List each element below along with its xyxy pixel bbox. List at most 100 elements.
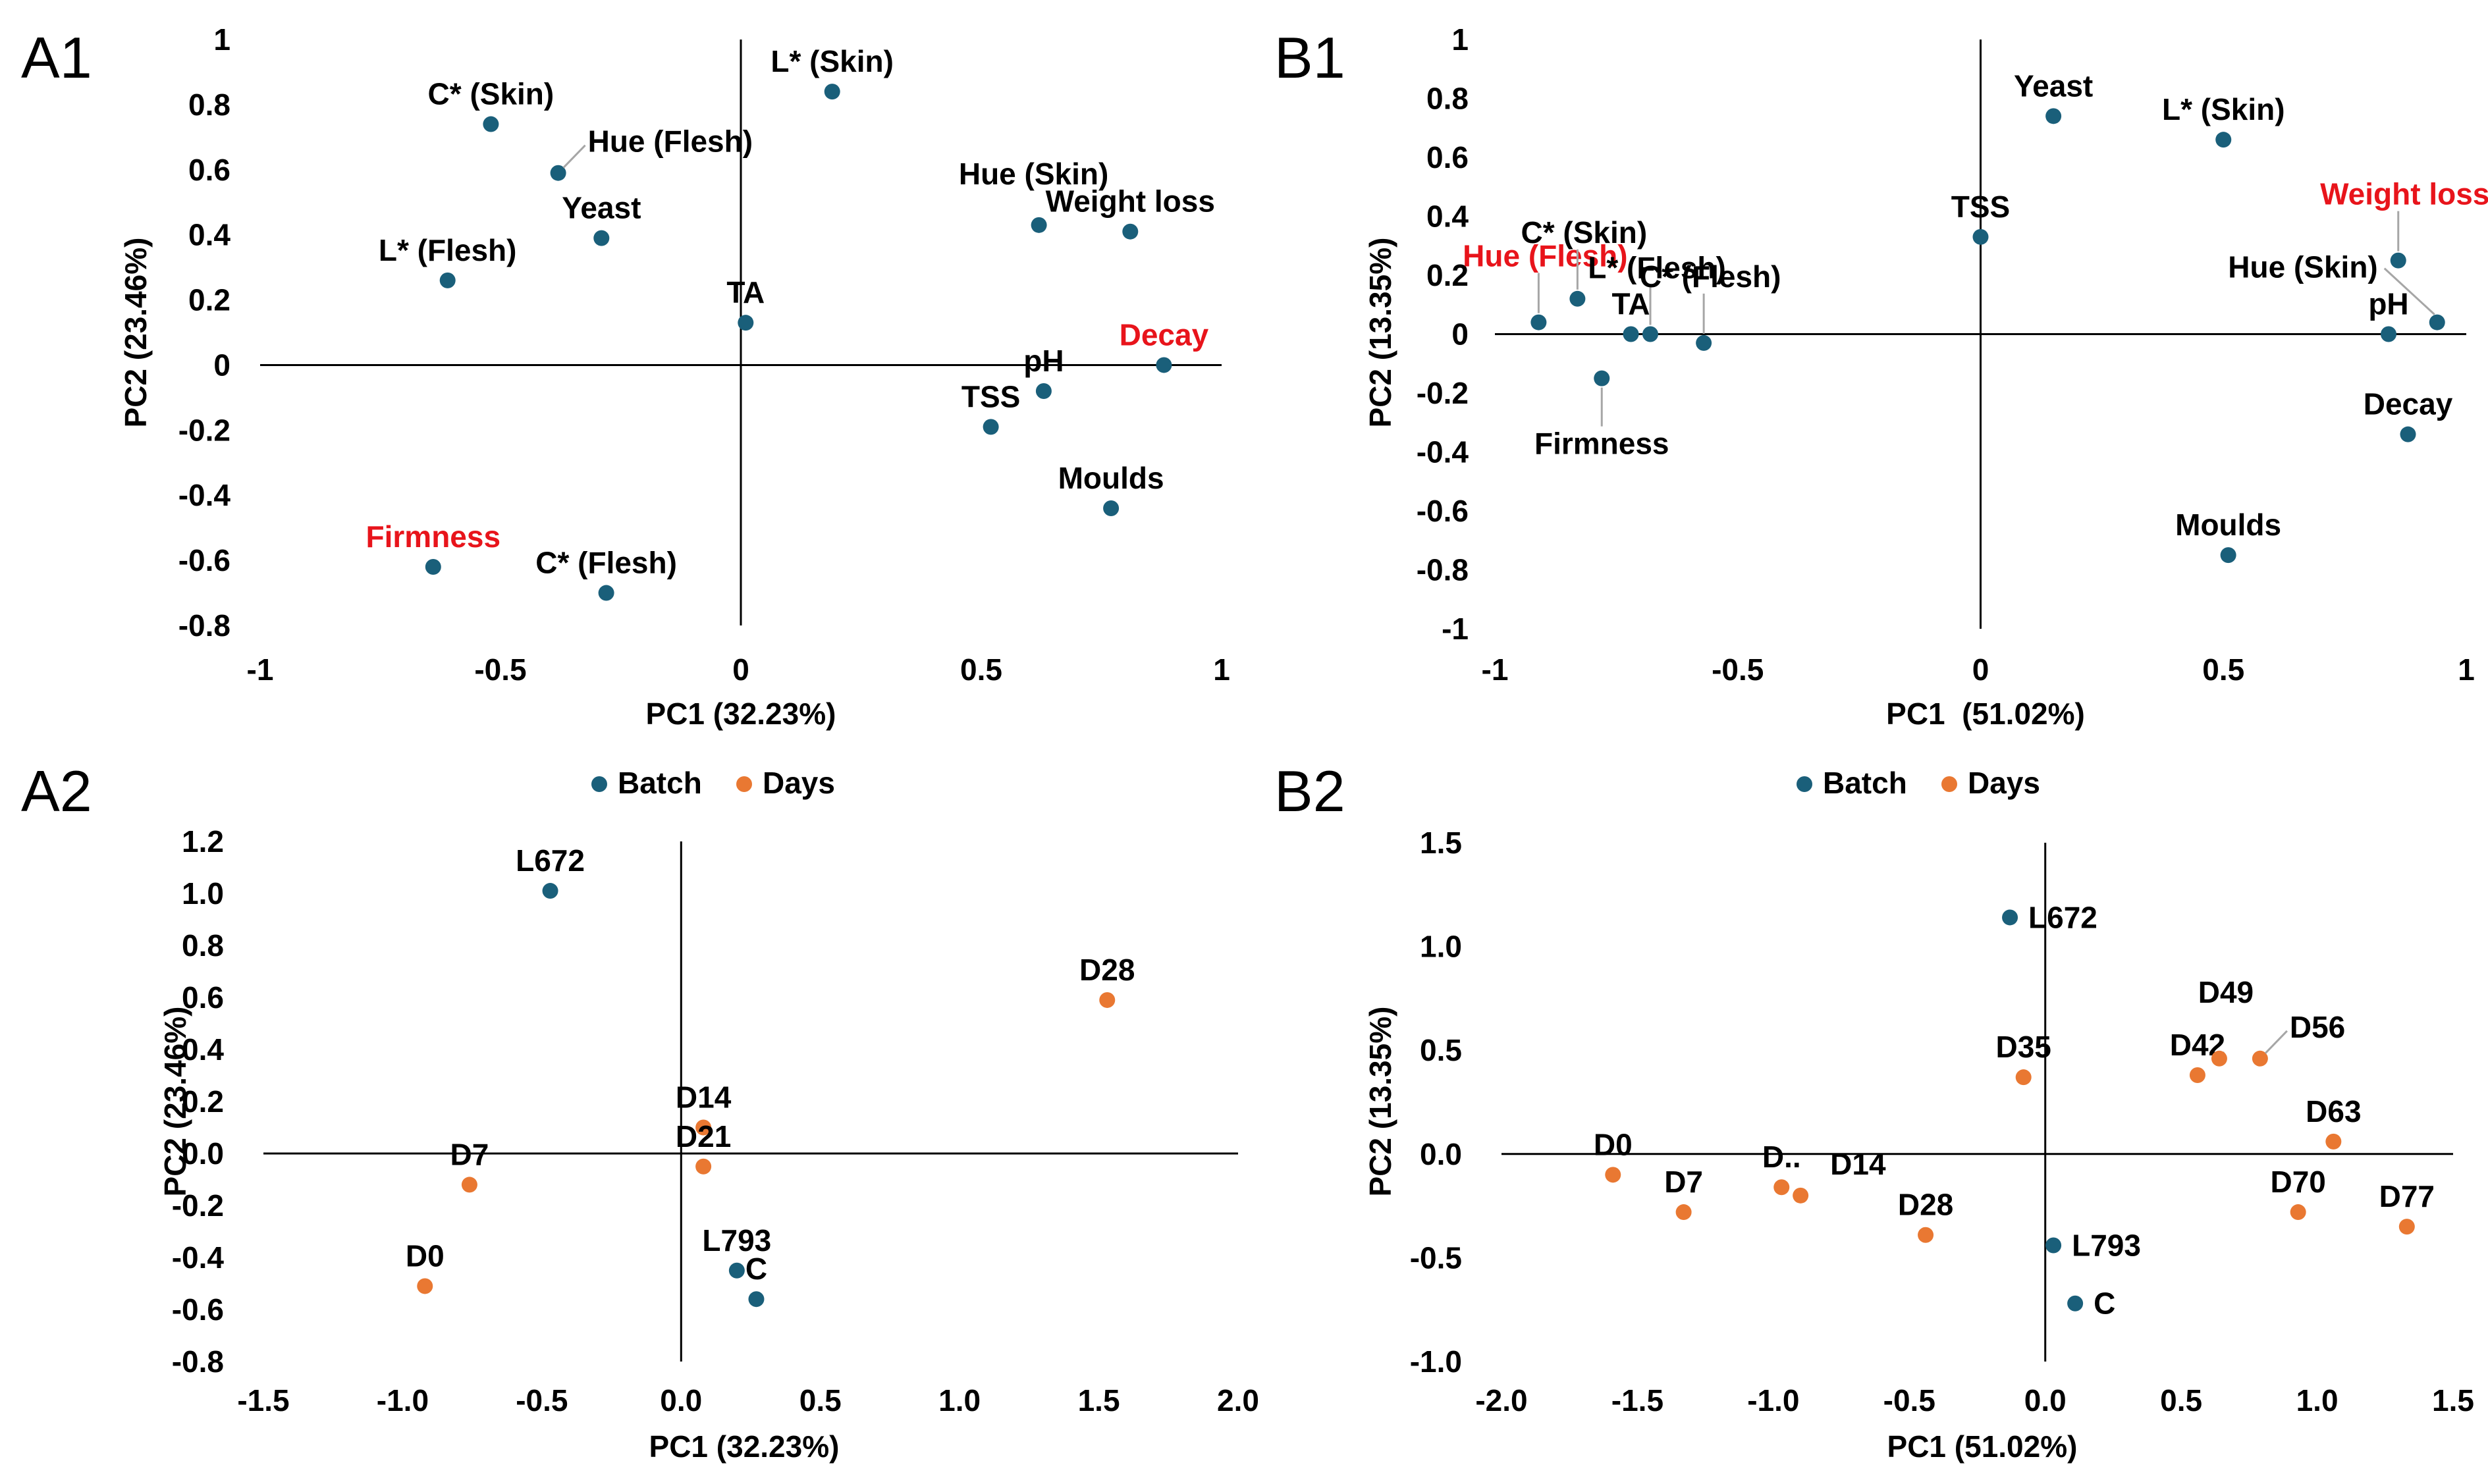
x-tick-label: 2.0 xyxy=(1217,1383,1259,1418)
point-label-ta: TA xyxy=(1612,287,1650,321)
point-label-c-flesh: C* (Flesh) xyxy=(535,546,677,580)
point-label-hue-flesh: Hue (Flesh) xyxy=(1463,239,1627,273)
data-point-l-skin xyxy=(2215,132,2232,148)
legend-batch-label: Batch xyxy=(1823,766,1907,800)
y-tick-label: 0.4 xyxy=(1426,199,1469,234)
data-point-d42 xyxy=(2189,1067,2205,1084)
point-label-d14: D14 xyxy=(676,1080,732,1115)
x-axis-title: PC1 (32.23%) xyxy=(646,697,836,731)
panel-label-b2: B2 xyxy=(1274,758,1345,824)
legend-batch-marker xyxy=(591,776,607,792)
data-point-c-flesh xyxy=(598,585,614,601)
point-label-c: C xyxy=(2094,1286,2115,1321)
data-point-ph xyxy=(2381,326,2396,342)
point-label-l672: L672 xyxy=(2028,900,2097,934)
x-tick-label: -0.5 xyxy=(1712,652,1764,687)
y-tick-label: 1 xyxy=(213,22,230,57)
y-tick-label: 0.2 xyxy=(182,1084,224,1119)
y-tick-label: -0.6 xyxy=(1417,494,1469,528)
x-tick-label: 0.5 xyxy=(960,652,1002,687)
data-point-c-skin xyxy=(483,116,499,132)
point-label-yeast: Yeast xyxy=(2014,68,2093,103)
data-point-ta xyxy=(1623,326,1639,342)
x-tick-label: -1.0 xyxy=(377,1383,429,1418)
legend-batch-label: Batch xyxy=(618,766,702,800)
point-label-tss: TSS xyxy=(961,379,1020,413)
data-point-d0 xyxy=(1605,1167,1621,1183)
data-point-d63 xyxy=(2325,1133,2342,1150)
point-label-d35: D35 xyxy=(1995,1030,2051,1064)
data-point-d0 xyxy=(417,1278,433,1294)
point-label-d77: D77 xyxy=(2379,1179,2435,1213)
panel-label-a1: A1 xyxy=(21,25,92,90)
y-tick-label: -0.4 xyxy=(178,478,231,512)
data-point-d14 xyxy=(1793,1187,1809,1204)
leader-line xyxy=(2383,267,2435,315)
data-point-d56 xyxy=(2252,1050,2268,1067)
data-point-d28 xyxy=(1918,1227,1934,1243)
y-tick-label: 0.8 xyxy=(1426,82,1469,116)
x-tick-label: 1 xyxy=(1213,652,1230,687)
x-tick-label: 0.5 xyxy=(2202,652,2244,687)
data-point-d7 xyxy=(461,1177,477,1193)
point-label-l672: L672 xyxy=(516,843,585,878)
data-point-d21 xyxy=(695,1158,712,1175)
y-tick-label: -0.8 xyxy=(172,1344,224,1379)
data-point-firmness xyxy=(425,559,441,575)
data-point-yeast xyxy=(593,230,610,246)
y-tick-label: 1.0 xyxy=(1420,930,1462,964)
point-label-c-skin: C* (Skin) xyxy=(1521,215,1648,250)
y-axis-title: PC2 (13.35%) xyxy=(1363,238,1397,428)
x-tick-label: 1.0 xyxy=(2296,1383,2339,1418)
x-axis-title: PC1 (32.23%) xyxy=(649,1429,840,1464)
x-tick-label: 0 xyxy=(1972,652,1989,687)
y-tick-label: 0.4 xyxy=(188,218,230,252)
point-label-d49: D49 xyxy=(2198,975,2254,1009)
data-point-l793 xyxy=(2045,1237,2062,1254)
y-tick-label: -0.2 xyxy=(178,413,230,447)
point-label-d0: D0 xyxy=(406,1238,445,1273)
point-label-yeast: Yeast xyxy=(562,191,641,225)
x-tick-label: 0.0 xyxy=(660,1383,702,1418)
y-tick-label: -0.2 xyxy=(1417,376,1469,410)
data-point-c xyxy=(2067,1295,2084,1312)
point-label-weight-loss: Weight loss xyxy=(1046,184,1215,219)
point-label-l793: L793 xyxy=(702,1223,771,1258)
data-point-ta xyxy=(738,315,754,331)
y-tick-label: 0.0 xyxy=(182,1136,224,1171)
x-tick-label: -0.5 xyxy=(474,652,526,687)
y-axis-title: PC2 (23.46%) xyxy=(119,238,153,428)
point-label-d56: D56 xyxy=(2290,1010,2345,1044)
legend-days-label: Days xyxy=(763,766,835,800)
data-point-d35 xyxy=(2015,1069,2032,1086)
data-point-d28 xyxy=(1099,992,1116,1008)
y-tick-label: 0.6 xyxy=(182,980,224,1015)
data-point-l672 xyxy=(2002,909,2018,926)
y-tick-label: 0.6 xyxy=(1426,140,1469,174)
data-point-l-flesh xyxy=(1642,326,1658,342)
x-tick-label: -0.5 xyxy=(1883,1383,1935,1418)
x-tick-label: 0 xyxy=(732,652,749,687)
x-tick-label: -1.5 xyxy=(1611,1383,1663,1418)
legend-days-marker xyxy=(736,776,752,792)
data-point-hue-skin xyxy=(2429,314,2445,331)
x-tick-label: 1.5 xyxy=(1078,1383,1120,1418)
data-point-d14 xyxy=(695,1119,712,1136)
y-tick-label: 0 xyxy=(1451,317,1469,352)
point-label-decay: Decay xyxy=(2364,387,2453,421)
panel-a2: A2 -1.5 -1.0 -0.5 0.0 0.5 1.0 1.5 2.0 1.2 1.0 0.8 0.… xyxy=(21,758,1259,1464)
data-point-l-flesh xyxy=(439,272,456,288)
point-label-tss: TSS xyxy=(1951,190,2010,224)
y-tick-label: 1.5 xyxy=(1420,826,1462,860)
data-point-moulds xyxy=(1103,500,1120,516)
legend: Batch Days xyxy=(591,766,835,800)
data-point-weight-loss xyxy=(2390,252,2406,269)
legend-batch-marker xyxy=(1797,776,1812,792)
point-label-d7: D7 xyxy=(1664,1165,1703,1199)
data-point-l-skin xyxy=(824,84,840,100)
panel-label-b1: B1 xyxy=(1274,25,1345,90)
point-label-hue-flesh: Hue (Flesh) xyxy=(588,124,753,159)
x-tick-label: 1 xyxy=(2458,652,2475,687)
point-label-l-flesh: L* (Flesh) xyxy=(1588,251,1726,285)
